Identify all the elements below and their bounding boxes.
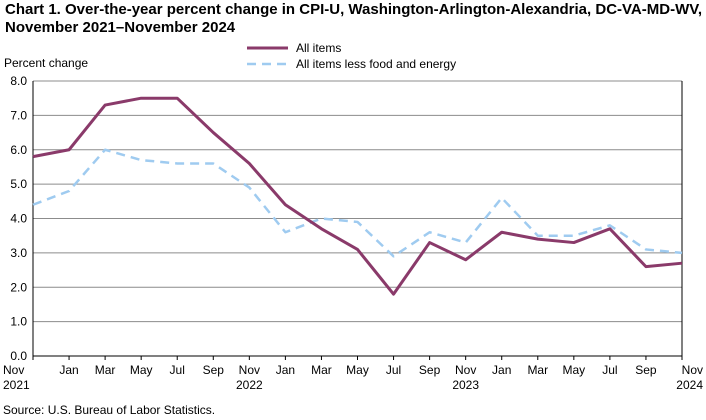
x-tick-label: Jul: [170, 363, 185, 377]
x-tick-label: Jul: [386, 363, 401, 377]
source-note: Source: U.S. Bureau of Labor Statistics.: [3, 403, 216, 417]
x-tick-label: May: [562, 363, 585, 377]
y-tick-label: 0.0: [10, 349, 27, 363]
x-tick-year-label: 2021: [3, 378, 30, 392]
x-tick-label: Nov: [3, 363, 24, 377]
x-tick-label: Mar: [527, 363, 548, 377]
x-tick-label: May: [346, 363, 369, 377]
x-tick-label: Nov: [682, 363, 703, 377]
legend-label-2: All items less food and energy: [296, 57, 456, 71]
y-axis-label: Percent change: [4, 56, 88, 70]
x-tick-label: Jan: [492, 363, 511, 377]
x-tick-label: Sep: [419, 363, 441, 377]
x-tick-year-label: 2022: [236, 378, 263, 392]
x-tick-label: Mar: [95, 363, 116, 377]
legend-label-1: All items: [296, 41, 341, 55]
y-tick-label: 7.0: [10, 108, 27, 122]
x-tick-label: Jan: [59, 363, 78, 377]
x-tick-label: Mar: [311, 363, 332, 377]
series-line-1: [32, 96, 683, 296]
x-tick-year-label: 2023: [452, 378, 479, 392]
y-tick-label: 2.0: [10, 280, 27, 294]
series-lines: [32, 96, 683, 296]
x-tick-label: Jan: [276, 363, 295, 377]
x-tick-label: Sep: [635, 363, 657, 377]
x-tick-label: Jul: [602, 363, 617, 377]
y-tick-label: 1.0: [10, 315, 27, 329]
chart-title: Chart 1. Over-the-year percent change in…: [5, 1, 703, 36]
legend: All items All items less food and energy: [247, 41, 456, 71]
y-tick-label: 6.0: [10, 143, 27, 157]
series-line-2: [32, 148, 683, 258]
x-tick-label: Sep: [203, 363, 225, 377]
x-tick-label: Nov: [239, 363, 260, 377]
gridlines: [33, 80, 682, 323]
x-tick-label: Nov: [455, 363, 476, 377]
y-tick-label: 5.0: [10, 177, 27, 191]
y-tick-label: 4.0: [10, 212, 27, 226]
y-tick-label: 8.0: [10, 74, 27, 88]
y-tick-label: 3.0: [10, 246, 27, 260]
x-tick-year-label: 2024: [676, 378, 703, 392]
x-tick-label: May: [130, 363, 153, 377]
